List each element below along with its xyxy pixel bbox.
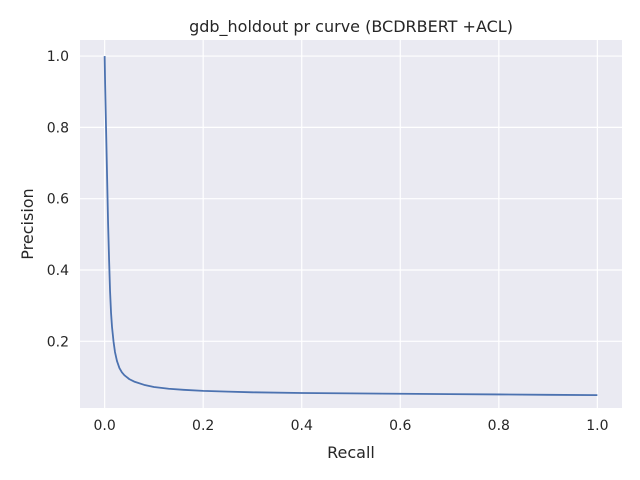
- y-tick-label: 0.6: [47, 192, 69, 208]
- x-tick-labels: 0.0 0.2 0.4 0.6 0.8 1.0: [94, 418, 609, 434]
- plot-background: [80, 40, 622, 408]
- x-tick-label: 0.2: [192, 418, 214, 434]
- y-tick-label: 0.4: [47, 263, 69, 279]
- y-tick-labels: 0.2 0.4 0.6 0.8 1.0: [47, 49, 69, 350]
- y-tick-label: 0.8: [47, 120, 69, 136]
- grid-lines: [80, 40, 622, 408]
- y-axis-label: Precision: [18, 188, 37, 259]
- x-tick-label: 0.4: [291, 418, 313, 434]
- x-tick-label: 0.0: [94, 418, 116, 434]
- x-tick-label: 0.6: [389, 418, 411, 434]
- y-tick-label: 1.0: [47, 49, 69, 65]
- x-tick-label: 0.8: [488, 418, 510, 434]
- series-layer: [103, 56, 598, 397]
- x-tick-label: 1.0: [586, 418, 608, 434]
- x-axis-label: Recall: [327, 443, 375, 462]
- y-tick-label: 0.2: [47, 334, 69, 350]
- pr-curve-line: [103, 56, 598, 397]
- chart-title: gdb_holdout pr curve (BCDRBERT +ACL): [189, 17, 513, 37]
